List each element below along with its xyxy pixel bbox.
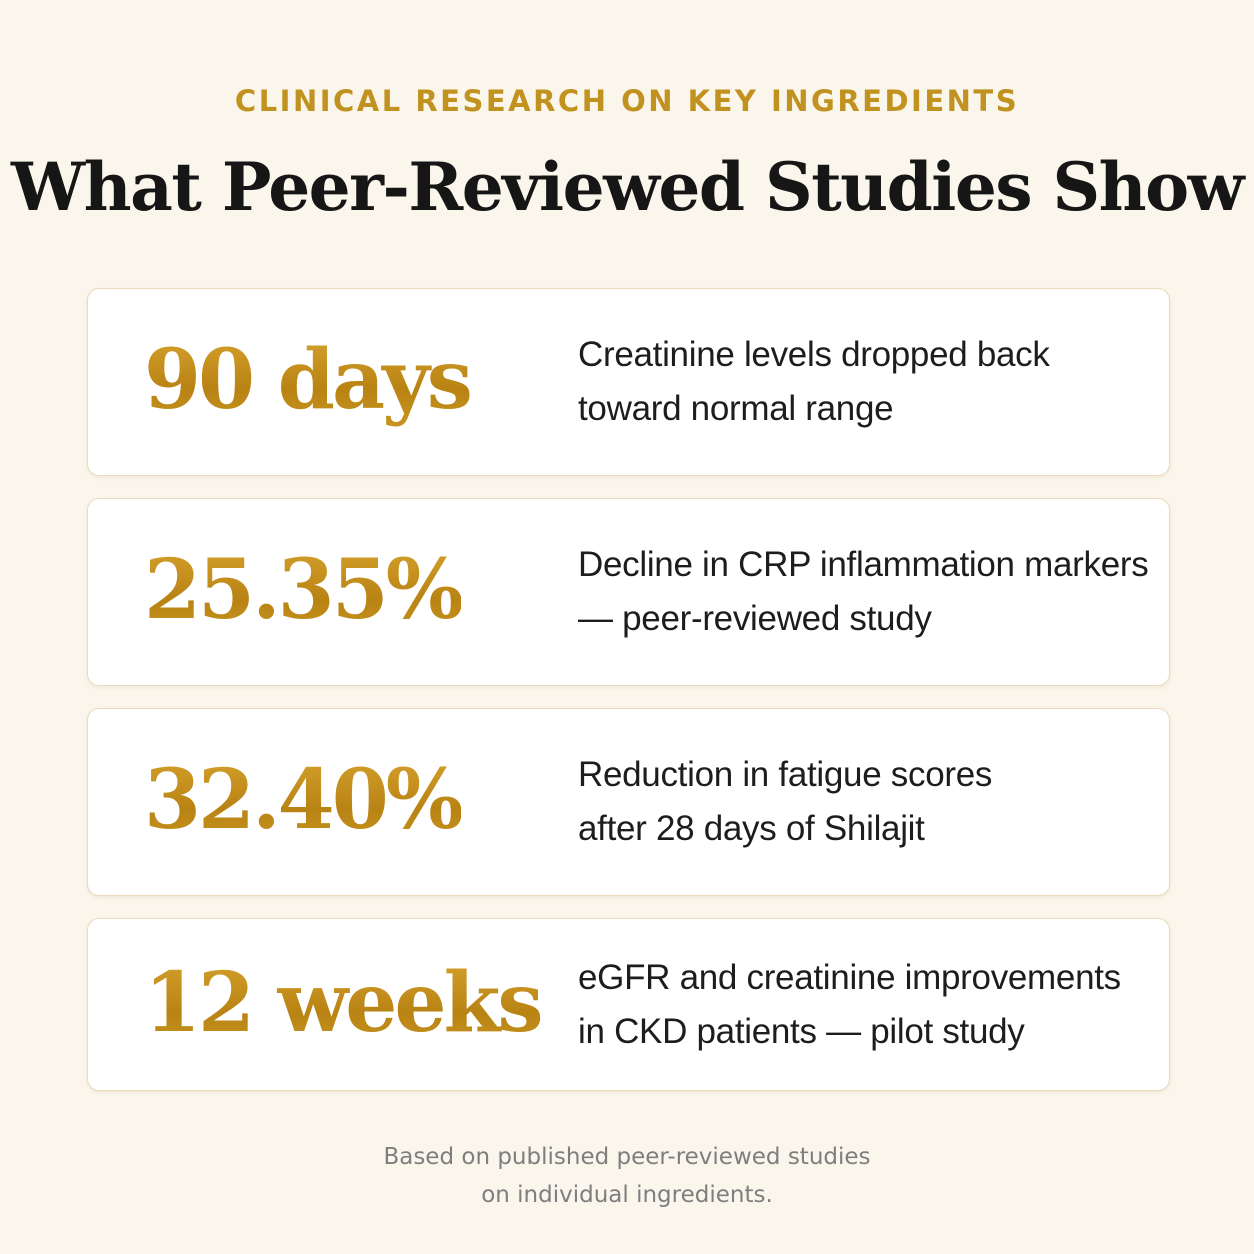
stat-card-fatigue: 32.40% Reduction in fatigue scores after…: [87, 708, 1170, 896]
stat-description-line: Reduction in fatigue scores: [578, 755, 993, 794]
stat-card-90-days: 90 days Creatinine levels dropped back t…: [87, 288, 1170, 476]
stat-description-line: in CKD patients — pilot study: [578, 1011, 1025, 1051]
stat-value: 25.35%: [144, 542, 464, 639]
stat-description: Decline in CRP inflammation markers — pe…: [578, 538, 1158, 646]
stats-list: 90 days Creatinine levels dropped back t…: [87, 288, 1170, 1091]
footnote: Based on published peer-reviewed studies…: [0, 1138, 1254, 1214]
stat-value: 12 weeks: [144, 954, 544, 1051]
stat-description-line: toward normal range: [578, 389, 894, 428]
stat-card-12-weeks: 12 weeks eGFR and creatinine improvement…: [87, 918, 1170, 1091]
stat-description: eGFR and creatinine improvements in CKD …: [578, 951, 1158, 1059]
stat-description-line: Creatinine levels dropped back: [578, 335, 1050, 374]
stat-description-line: Decline in CRP inflammation markers: [578, 545, 1149, 584]
section-eyebrow: CLINICAL RESEARCH ON KEY INGREDIENTS: [234, 84, 1020, 118]
stat-card-crp: 25.35% Decline in CRP inflammation marke…: [87, 498, 1170, 686]
stat-description-line: after 28 days of Shilajit: [578, 809, 925, 848]
stat-description-line: — peer-reviewed study: [578, 599, 932, 638]
stat-value: 32.40%: [144, 752, 464, 849]
stat-value: 90 days: [144, 332, 473, 429]
stat-description: Reduction in fatigue scores after 28 day…: [578, 748, 1158, 856]
footnote-line: Based on published peer-reviewed studies: [383, 1144, 871, 1170]
page-title: What Peer-Reviewed Studies Show: [11, 148, 1245, 226]
footnote-line: on individual ingredients.: [481, 1182, 773, 1208]
stat-description: Creatinine levels dropped back toward no…: [578, 328, 1158, 436]
stat-description-line: eGFR and creatinine improvements: [578, 957, 1121, 997]
